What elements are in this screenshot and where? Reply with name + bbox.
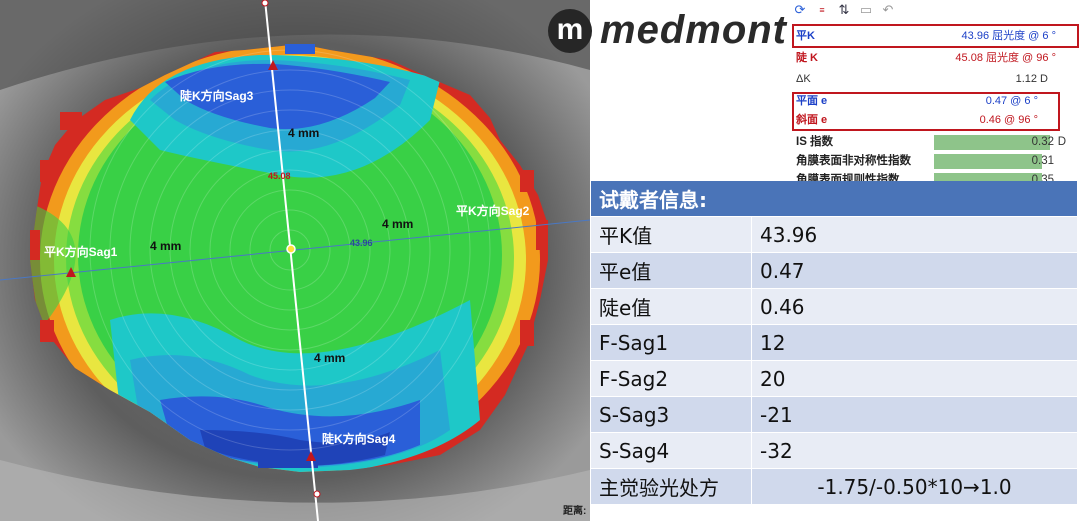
steep-k-row: 陡 K 45.08 屈光度 @ 96 ° <box>792 48 1078 69</box>
row-label: 陡e值 <box>591 288 752 325</box>
table-row: S-Sag3 -21 <box>591 396 1077 433</box>
is-index-label: IS 指数 <box>796 136 834 148</box>
distance-label: 距离: <box>563 506 587 517</box>
sort-icon[interactable]: ⇅ <box>838 2 850 17</box>
wearer-info-header: 试戴者信息: <box>591 181 1077 217</box>
mm-bottom-label: 4 mm <box>314 351 345 365</box>
flat-e-value: 0.47 @ 6 ° <box>985 95 1038 107</box>
sag4-marker <box>306 451 316 461</box>
table-row: F-Sag1 12 <box>591 324 1077 361</box>
row-label: F-Sag2 <box>591 360 752 397</box>
sag3-marker <box>268 60 278 70</box>
delta-k-row: ΔK 1.12 D <box>792 69 1078 90</box>
flat-k-value: 43.96 屈光度 @ 6 ° <box>961 30 1056 42</box>
table-row: S-Sag4 -32 <box>591 432 1077 469</box>
steep-k-axis-line <box>264 0 319 521</box>
sai-row: 角膜表面非对称性指数 0.31 <box>792 152 1078 171</box>
center-flat-value: 43.96 <box>350 238 373 248</box>
row-value: -1.75/-0.50*10→1.0 <box>751 468 1077 504</box>
map-toolbar: ⟳ ≡ ⇅ ▭ ↶ <box>793 3 895 17</box>
topography-edge-steps <box>30 44 548 468</box>
lower-lid-shadow <box>0 460 590 521</box>
delta-k-label: ΔK <box>796 73 811 85</box>
row-value: -21 <box>751 396 1077 433</box>
mm-left-label: 4 mm <box>150 239 181 253</box>
row-value: 0.46 <box>751 288 1077 325</box>
row-value: 20 <box>751 360 1077 397</box>
eyelid-shadow <box>0 0 590 90</box>
row-value: 0.47 <box>751 252 1077 289</box>
sag1-label: 平K方向Sag1 <box>44 244 118 259</box>
sai-bar <box>934 154 1042 169</box>
sag1-marker <box>66 267 76 277</box>
is-index-row: IS 指数 0.32 D <box>792 133 1078 152</box>
row-label: S-Sag3 <box>591 396 752 433</box>
row-value: 43.96 <box>751 216 1077 253</box>
k-readings-panel: 平K 43.96 屈光度 @ 6 ° 陡 K 45.08 屈光度 @ 96 ° … <box>792 24 1079 190</box>
sag2-label: 平K方向Sag2 <box>456 203 530 218</box>
row-value: 12 <box>751 324 1077 361</box>
refresh-icon[interactable]: ⟳ <box>794 2 806 17</box>
sim-k-icon[interactable]: ≡ <box>819 5 825 15</box>
flat-e-label: 平面 e <box>796 95 828 107</box>
flat-k-row: 平K 43.96 屈光度 @ 6 ° <box>792 24 1078 48</box>
medmont-logo: m medmont <box>548 8 787 53</box>
logo-mark: m <box>548 8 592 53</box>
is-index-unit: D <box>1057 136 1066 148</box>
row-value: -32 <box>751 432 1077 469</box>
center-steep-value: 45.08 <box>268 171 291 181</box>
table-row: F-Sag2 20 <box>591 360 1077 397</box>
mm-right-label: 4 mm <box>382 217 413 231</box>
mm-top-label: 4 mm <box>288 126 319 140</box>
is-index-bar <box>934 135 1050 150</box>
is-index-value: 0.32 <box>1031 136 1054 148</box>
steep-e-row: 斜面 e 0.46 @ 96 ° <box>792 111 1078 130</box>
table-row: 平e值 0.47 <box>591 252 1077 289</box>
steep-k-label: 陡 K <box>796 52 818 64</box>
steep-e-value: 0.46 @ 96 ° <box>979 114 1038 126</box>
row-label: 主觉验光处方 <box>591 468 752 504</box>
table-row: 陡e值 0.46 <box>591 288 1077 325</box>
eccentricity-highlight <box>792 92 1060 131</box>
row-label: 平e值 <box>591 252 752 289</box>
center-marker <box>286 244 296 254</box>
flat-k-highlight <box>792 24 1079 48</box>
wearer-info-table: 试戴者信息: 平K值 43.96 平e值 0.47 陡e值 0.46 F-Sag1 12… <box>591 181 1077 504</box>
delta-k-value: 1.12 D <box>1015 73 1048 85</box>
flat-k-label: 平K <box>796 30 815 42</box>
save-icon[interactable]: ▭ <box>859 2 873 17</box>
row-label: S-Sag4 <box>591 432 752 469</box>
steep-k-value: 45.08 屈光度 @ 96 ° <box>955 52 1056 64</box>
row-label: F-Sag1 <box>591 324 752 361</box>
table-row: 主觉验光处方 -1.75/-0.50*10→1.0 <box>591 468 1077 504</box>
undo-icon[interactable]: ↶ <box>882 2 894 17</box>
steep-e-label: 斜面 e <box>796 114 828 126</box>
sag3-label: 陡K方向Sag3 <box>180 88 254 103</box>
corneal-topography-map[interactable]: 陡K方向Sag3 陡K方向Sag4 平K方向Sag1 平K方向Sag2 4 mm… <box>0 0 590 521</box>
sai-label: 角膜表面非对称性指数 <box>796 155 911 167</box>
row-label: 平K值 <box>591 216 752 253</box>
flat-e-row: 平面 e 0.47 @ 6 ° <box>792 92 1078 111</box>
sai-value: 0.31 <box>1031 155 1054 167</box>
sag4-label: 陡K方向Sag4 <box>322 431 396 446</box>
table-row: 平K值 43.96 <box>591 216 1077 253</box>
logo-text: medmont <box>600 8 787 52</box>
